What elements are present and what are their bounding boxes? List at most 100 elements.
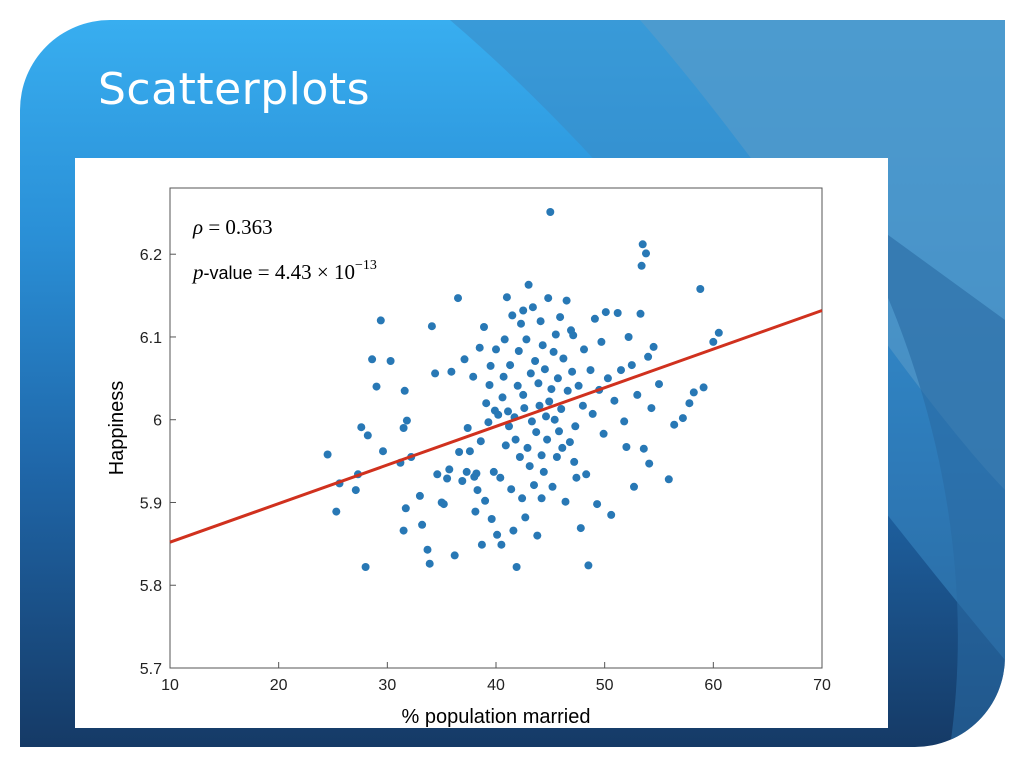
data-point [323, 450, 332, 459]
data-point [450, 551, 459, 560]
data-point [499, 372, 508, 381]
data-point [512, 563, 521, 571]
data-point [399, 526, 408, 535]
data-point [519, 390, 528, 399]
data-point [537, 451, 546, 460]
rho-symbol: ρ [192, 215, 203, 239]
data-point [496, 473, 505, 482]
data-point [636, 309, 645, 318]
data-point [519, 306, 528, 315]
data-point [477, 540, 486, 549]
data-point [507, 485, 516, 494]
data-point [357, 423, 366, 432]
data-point [425, 559, 434, 568]
data-point [524, 280, 533, 289]
data-point [525, 462, 534, 471]
y-axis-label: Happiness [106, 381, 128, 476]
data-point [379, 447, 387, 456]
data-point [580, 345, 588, 354]
data-point [543, 435, 552, 444]
data-point [504, 407, 512, 416]
y-tick-label: 6.1 [140, 330, 162, 347]
data-point [642, 249, 650, 258]
data-point [572, 473, 581, 482]
data-point [545, 397, 554, 406]
data-point [472, 469, 481, 478]
data-point [433, 470, 442, 479]
data-point [445, 465, 454, 474]
data-point [493, 530, 502, 539]
regression-line [169, 309, 823, 544]
data-point [553, 374, 562, 383]
data-point [567, 326, 575, 335]
x-tick-label: 50 [596, 677, 614, 694]
y-tick-label: 5.8 [140, 578, 162, 595]
data-point [458, 477, 467, 485]
data-point [574, 381, 583, 390]
data-point [415, 491, 424, 500]
data-point [537, 494, 546, 503]
data-point [536, 317, 545, 326]
data-point [527, 417, 536, 426]
data-point [498, 393, 507, 402]
data-point [556, 313, 565, 322]
data-point [481, 496, 490, 505]
data-point [584, 561, 593, 570]
data-point [501, 441, 510, 450]
data-point [561, 497, 570, 506]
data-point [558, 443, 567, 452]
data-point [699, 383, 708, 392]
data-point [542, 412, 550, 421]
data-point [535, 401, 544, 410]
data-point [471, 507, 480, 516]
data-point [518, 494, 527, 503]
data-point [473, 486, 482, 495]
rho-annotation: ρ = 0.363 [192, 215, 273, 239]
data-point [386, 357, 395, 365]
data-point [568, 367, 577, 376]
scatter-chart-panel: 10 20 30 40 50 60 70 5.7 5.8 5.9 6 6.1 6.2 ρ = 0.363… [75, 158, 888, 728]
data-point [593, 500, 602, 509]
data-point [505, 422, 513, 431]
data-point [485, 381, 494, 389]
data-point [439, 500, 448, 509]
data-point [522, 335, 531, 344]
x-tick-label: 40 [487, 677, 505, 694]
data-point [601, 308, 610, 317]
data-point [363, 431, 372, 440]
data-point [427, 322, 436, 331]
data-point [578, 401, 587, 410]
axis-ticks: 10 20 30 40 50 60 70 5.7 5.8 5.9 6 6.1 6.2 [140, 247, 831, 694]
data-point [549, 347, 558, 356]
data-point [552, 453, 561, 461]
data-point [670, 420, 679, 429]
data-point [546, 208, 555, 216]
x-tick-label: 20 [270, 677, 288, 694]
data-point [402, 416, 411, 425]
slide-title: Scatterplots [98, 64, 370, 115]
data-point [487, 515, 496, 523]
data-point [645, 459, 654, 468]
data-point [557, 405, 566, 413]
data-point [582, 470, 591, 479]
data-point [685, 399, 694, 408]
data-point [714, 328, 723, 337]
data-point [597, 337, 606, 346]
data-point [607, 510, 616, 519]
data-point [559, 354, 568, 363]
data-point [570, 457, 579, 466]
data-point [376, 316, 385, 325]
data-point [514, 347, 523, 355]
data-point [454, 294, 462, 303]
data-point [401, 504, 410, 513]
data-point [624, 333, 633, 341]
data-point [633, 390, 642, 399]
x-tick-label: 30 [378, 677, 396, 694]
data-point [332, 507, 341, 516]
data-point [492, 345, 500, 354]
data-point [539, 467, 548, 476]
data-point [637, 261, 646, 270]
data-point [551, 330, 560, 339]
rho-value: = 0.363 [203, 215, 273, 239]
y-tick-label: 6 [153, 413, 162, 430]
